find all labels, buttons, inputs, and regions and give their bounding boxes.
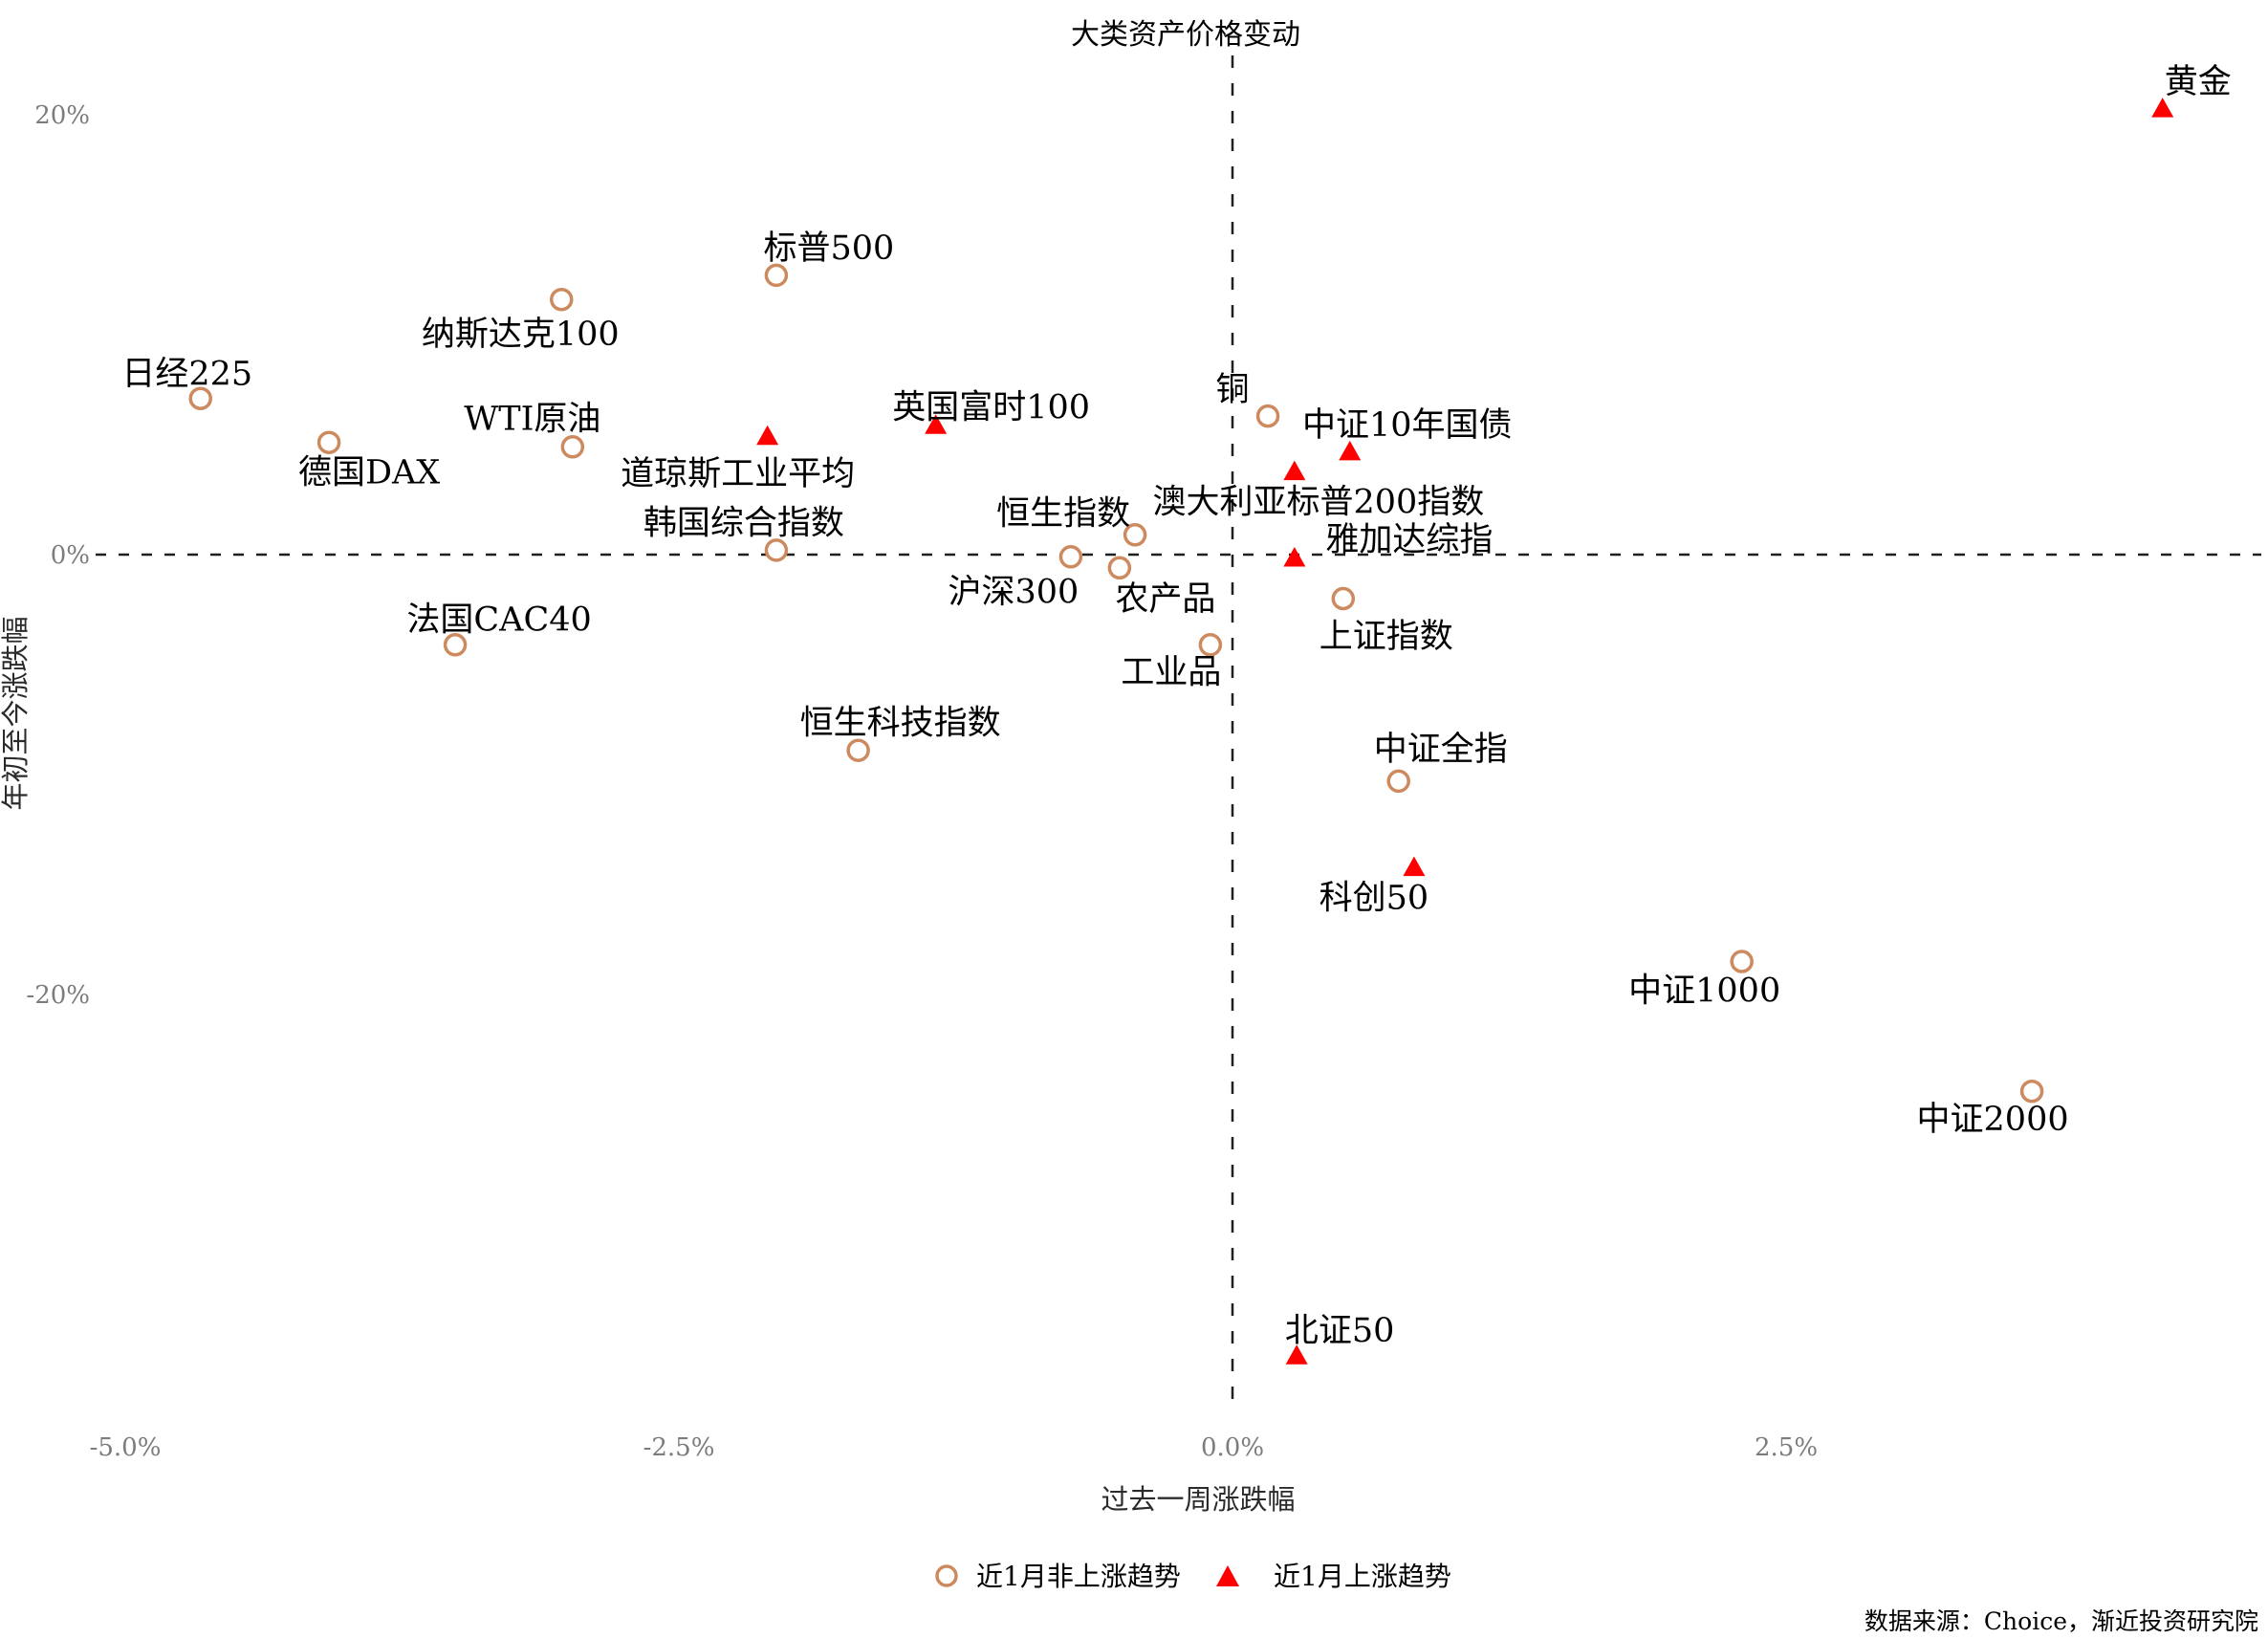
point-label: 科创50 bbox=[1319, 880, 1429, 918]
point-label: 农产品 bbox=[1115, 580, 1215, 619]
x-tick-label: 2.5% bbox=[1755, 1433, 1818, 1462]
point-marker-circle bbox=[550, 287, 574, 312]
point-marker-circle bbox=[560, 435, 585, 459]
y-tick-label: 0% bbox=[51, 541, 90, 570]
legend-label-uptrend: 近1月上涨趋势 bbox=[1274, 1561, 1451, 1592]
point-marker-circle bbox=[1730, 950, 1754, 973]
chart-title: 大类资产价格变动 bbox=[1071, 18, 1300, 52]
point-label: 法国CAC40 bbox=[406, 601, 591, 639]
point-marker-triangle bbox=[925, 414, 948, 434]
point-marker-triangle bbox=[1283, 546, 1306, 567]
point-label: 工业品 bbox=[1121, 653, 1221, 691]
point-label: 澳大利亚标普200指数 bbox=[1152, 484, 1484, 522]
point-label: WTI原油 bbox=[464, 400, 600, 438]
y-axis-title: 年初至今涨跌幅 bbox=[0, 616, 32, 810]
point-marker-triangle bbox=[1403, 856, 1426, 877]
point-marker-circle bbox=[764, 538, 789, 562]
point-label: 中证1000 bbox=[1628, 972, 1780, 1011]
point-label: 上证指数 bbox=[1319, 618, 1453, 656]
point-marker-circle bbox=[2019, 1079, 2044, 1104]
point-marker-circle bbox=[1107, 556, 1132, 580]
point-label: 道琼斯工业平均 bbox=[621, 455, 855, 493]
point-marker-circle bbox=[1386, 769, 1410, 794]
point-label: 黄金 bbox=[2165, 63, 2232, 101]
point-marker-triangle bbox=[1283, 460, 1306, 481]
point-marker-circle bbox=[188, 386, 212, 410]
point-label: 北证50 bbox=[1285, 1312, 1395, 1350]
point-label: 中证2000 bbox=[1917, 1101, 2069, 1139]
point-label: 英国富时100 bbox=[892, 388, 1090, 426]
data-source-note: 数据来源：Choice，渐近投资研究院 bbox=[1865, 1607, 2258, 1635]
point-marker-circle bbox=[846, 738, 870, 762]
legend-label-non-uptrend: 近1月非上涨趋势 bbox=[976, 1561, 1181, 1592]
point-label: 恒生指数 bbox=[996, 494, 1130, 533]
point-label: 日经225 bbox=[121, 356, 252, 394]
x-axis-title: 过去一周涨跌幅 bbox=[1101, 1483, 1295, 1516]
point-label: 德国DAX bbox=[298, 454, 440, 492]
legend-circle-marker-icon bbox=[935, 1564, 958, 1587]
point-label: 铜 bbox=[1216, 371, 1250, 409]
legend-triangle-marker-icon bbox=[1216, 1565, 1239, 1586]
y-tick-label: 20% bbox=[34, 101, 90, 130]
axis-tick-labels: -5.0% -2.5% 0.0% 2.5% 20% 0% -20% bbox=[26, 101, 1818, 1462]
point-marker-circle bbox=[764, 263, 789, 288]
point-marker-circle bbox=[1058, 545, 1083, 569]
point-marker-triangle bbox=[2151, 98, 2174, 118]
zero-reference-lines bbox=[96, 55, 2261, 1413]
point-label: 雅加达综指 bbox=[1325, 521, 1493, 559]
point-marker-triangle bbox=[1339, 440, 1362, 461]
x-tick-label: 0.0% bbox=[1201, 1433, 1264, 1462]
point-label: 中证全指 bbox=[1374, 731, 1508, 769]
point-marker-circle bbox=[1123, 523, 1147, 547]
point-label: 沪深300 bbox=[949, 573, 1079, 611]
x-tick-label: -5.0% bbox=[90, 1433, 162, 1462]
point-label: 纳斯达克100 bbox=[422, 316, 620, 354]
point-label: 标普500 bbox=[763, 229, 894, 268]
point-marker-circle bbox=[443, 633, 468, 657]
point-marker-triangle bbox=[1285, 1344, 1308, 1365]
y-tick-label: -20% bbox=[26, 981, 90, 1010]
point-marker-circle bbox=[316, 430, 341, 454]
point-marker-circle bbox=[1198, 633, 1223, 657]
point-marker-circle bbox=[1331, 586, 1356, 611]
point-label: 恒生科技指数 bbox=[800, 705, 1001, 743]
x-tick-label: -2.5% bbox=[643, 1433, 715, 1462]
point-marker-circle bbox=[1255, 404, 1280, 428]
point-label: 中证10年国债 bbox=[1302, 406, 1513, 445]
point-label: 韩国综合指数 bbox=[643, 504, 844, 542]
point-marker-triangle bbox=[756, 425, 779, 446]
legend: 近1月非上涨趋势 近1月上涨趋势 bbox=[935, 1561, 1451, 1592]
